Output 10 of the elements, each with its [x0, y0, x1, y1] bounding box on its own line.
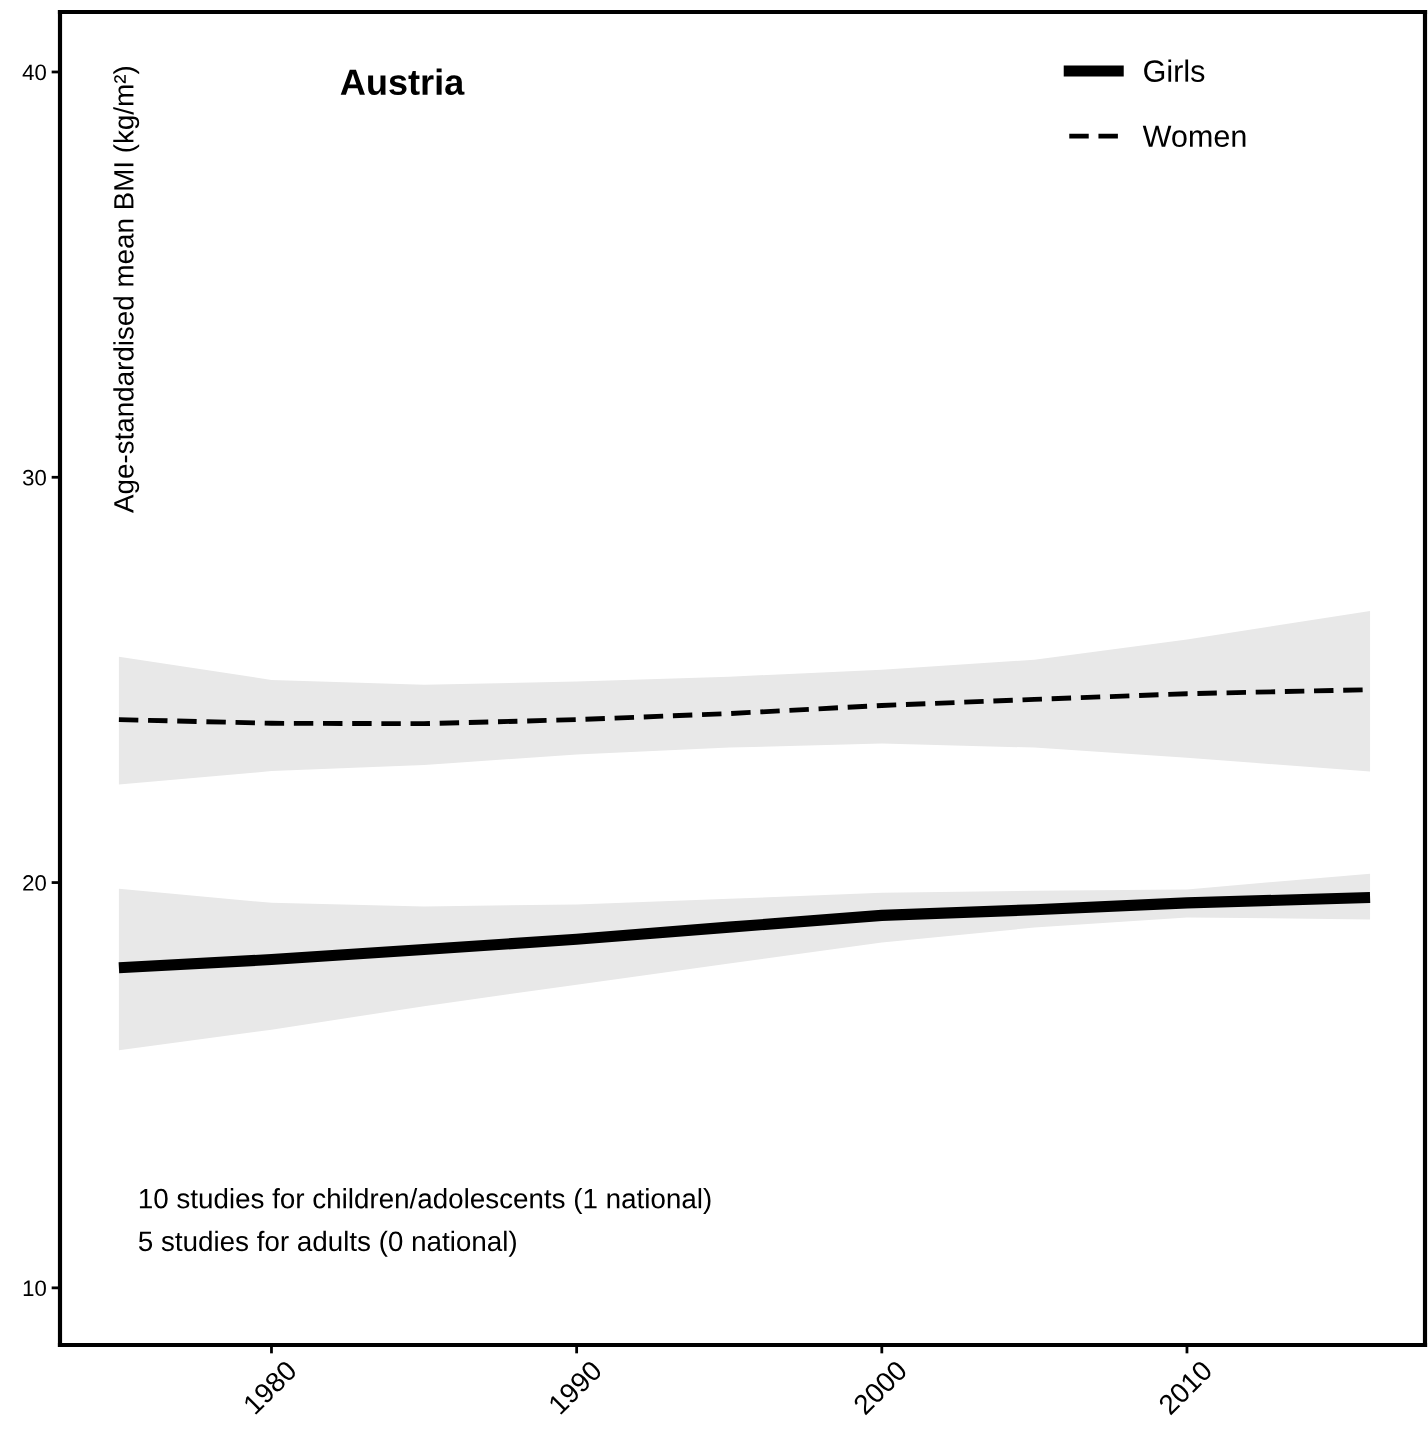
text: Austria: [340, 68, 465, 96]
y-tick-label: 30: [22, 469, 46, 486]
annotation: 5 studies for adults (0 national): [138, 1230, 516, 1257]
annotation: 10 studies for children/adolescents (1 national): [139, 1188, 711, 1214]
y-tick-label: 20: [23, 875, 46, 891]
y-tick-label: 40: [22, 64, 46, 81]
y-axis-title: Age-standardised mean BMI (kg/m²): [113, 67, 140, 513]
y-tick-label: 10: [23, 1280, 46, 1297]
legend-label: Girls: [1144, 59, 1205, 82]
legend-label: Women: [1142, 125, 1246, 148]
